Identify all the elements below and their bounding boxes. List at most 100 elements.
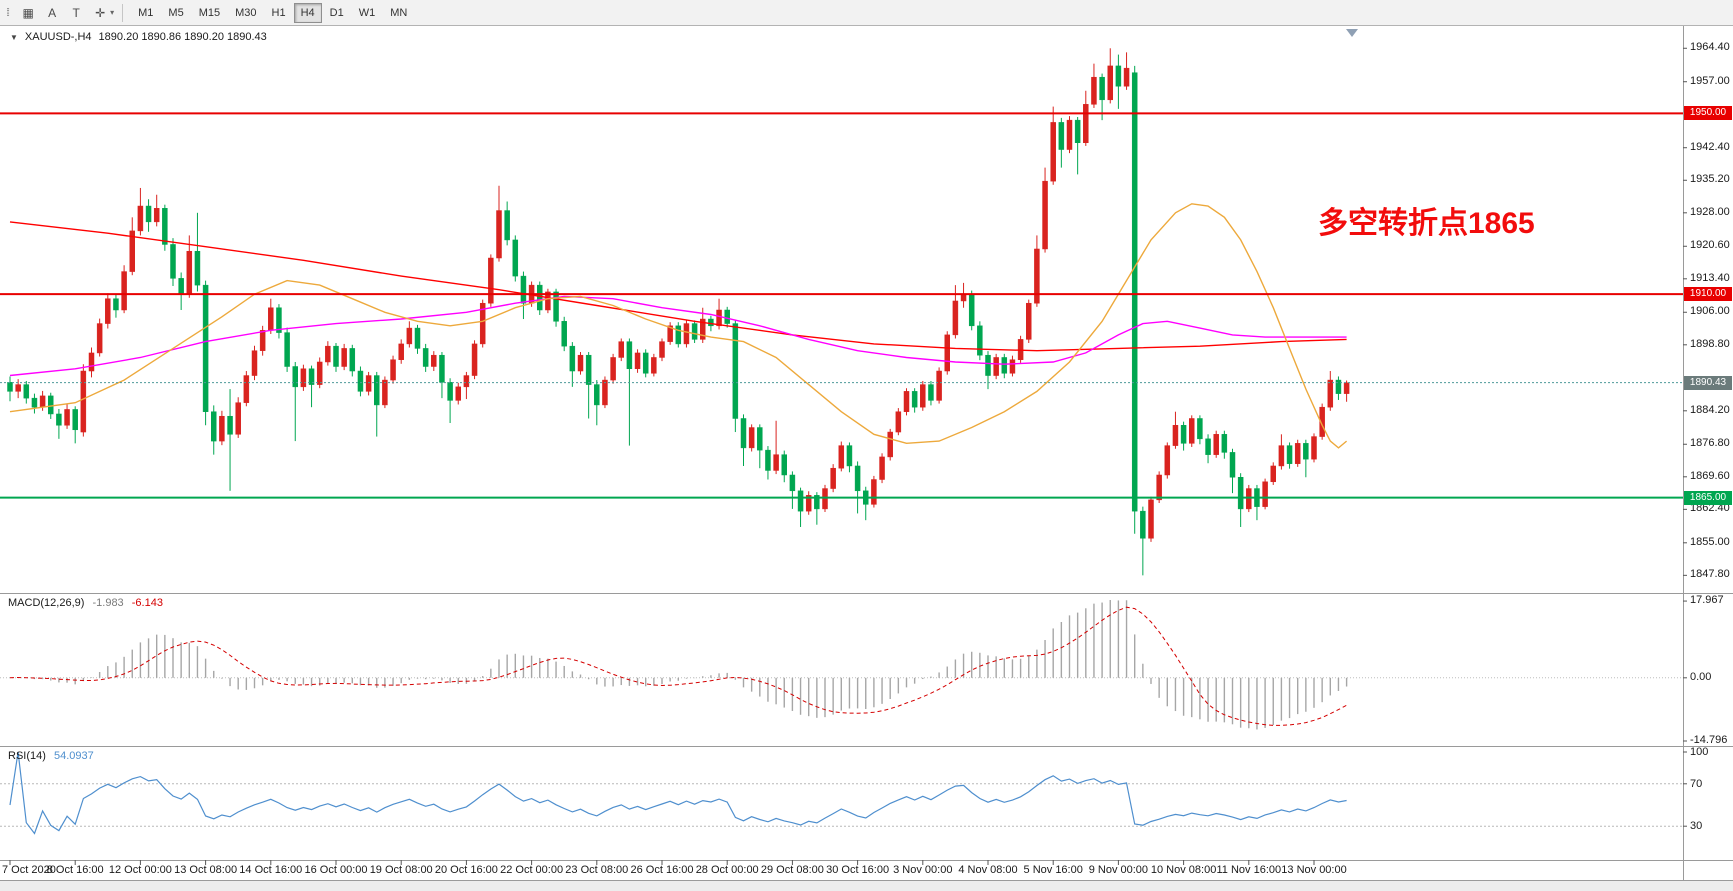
ohlc-values: 1890.20 1890.86 1890.20 1890.43 bbox=[98, 31, 267, 43]
price-axis-tick: 1942.40 bbox=[1690, 140, 1730, 153]
symbol-ohlc-row: ▼ XAUUSD-,H4 1890.20 1890.86 1890.20 189… bbox=[10, 31, 267, 43]
candle bbox=[333, 342, 339, 372]
ma-slow-red bbox=[9, 221, 1347, 352]
candle bbox=[675, 322, 682, 348]
candle bbox=[936, 367, 942, 404]
rsi-indicator-name: RSI(14) bbox=[8, 750, 46, 762]
candle bbox=[805, 491, 812, 515]
candle bbox=[928, 380, 934, 406]
macd-panel[interactable] bbox=[0, 593, 1683, 746]
candle bbox=[977, 321, 983, 361]
candle bbox=[1091, 63, 1097, 108]
time-axis-label: 4 Nov 08:00 bbox=[958, 864, 1018, 876]
chart-shift-marker-icon[interactable] bbox=[1346, 29, 1358, 37]
time-axis-label: 12 Oct 00:00 bbox=[108, 864, 172, 876]
candle bbox=[1205, 434, 1211, 464]
candle bbox=[911, 388, 918, 413]
time-axis-label: 23 Oct 08:00 bbox=[565, 864, 629, 876]
candle bbox=[1140, 506, 1146, 576]
candle bbox=[251, 345, 258, 381]
candle bbox=[325, 341, 331, 366]
timeframe-M30[interactable]: M30 bbox=[228, 3, 263, 23]
ma-mid-magenta bbox=[9, 295, 1347, 377]
main-chart-area[interactable] bbox=[0, 26, 1683, 593]
candle bbox=[170, 238, 176, 287]
candle bbox=[121, 265, 127, 314]
candle bbox=[88, 347, 95, 378]
toolbar-handle[interactable]: ⁞⁞ bbox=[6, 6, 10, 19]
rsi-panel[interactable] bbox=[0, 746, 1683, 860]
candle bbox=[496, 185, 502, 262]
candle bbox=[634, 349, 641, 373]
candle bbox=[724, 306, 730, 328]
toolbar-separator bbox=[122, 3, 124, 22]
timeframe-H1[interactable]: H1 bbox=[265, 3, 293, 23]
candle bbox=[895, 408, 902, 436]
candle bbox=[15, 379, 21, 399]
price-axis[interactable] bbox=[1683, 26, 1733, 880]
candle bbox=[243, 371, 250, 407]
candle bbox=[757, 424, 763, 469]
candle bbox=[740, 414, 747, 466]
price-level-badge-support-1865: 1865.00 bbox=[1684, 490, 1732, 505]
timeframe-M1[interactable]: M1 bbox=[131, 3, 160, 23]
timeframe-MN[interactable]: MN bbox=[383, 3, 414, 23]
time-axis-label: 5 Nov 16:00 bbox=[1023, 864, 1083, 876]
crosshair-icon[interactable]: ✛ bbox=[95, 5, 106, 20]
new-chart-icon[interactable]: ▦ bbox=[22, 5, 34, 20]
candle bbox=[545, 288, 551, 314]
timeframe-W1[interactable]: W1 bbox=[352, 3, 383, 23]
time-axis-label: 7 Oct 2020 bbox=[2, 864, 56, 876]
macd-main-value: -1.983 bbox=[92, 597, 124, 609]
candle bbox=[781, 450, 787, 483]
price-axis-tick: 1928.00 bbox=[1690, 205, 1730, 218]
candle bbox=[1197, 415, 1203, 445]
time-axis-label: 28 Oct 00:00 bbox=[695, 864, 759, 876]
time-axis-label: 10 Nov 08:00 bbox=[1150, 864, 1217, 876]
rsi-line bbox=[9, 751, 1347, 835]
chevron-down-icon[interactable]: ▾ bbox=[110, 8, 115, 17]
time-axis[interactable] bbox=[0, 860, 1683, 880]
candle bbox=[113, 294, 119, 318]
time-axis-label: 16 Oct 00:00 bbox=[304, 864, 368, 876]
price-axis-tick: 1855.00 bbox=[1690, 535, 1730, 548]
time-axis-label: 9 Nov 00:00 bbox=[1088, 864, 1149, 876]
candle bbox=[431, 351, 437, 372]
candle bbox=[96, 318, 103, 357]
insert-text-icon[interactable]: A bbox=[48, 5, 57, 20]
candle bbox=[944, 331, 950, 375]
candle bbox=[1001, 353, 1008, 379]
timeframe-M15[interactable]: M15 bbox=[192, 3, 227, 23]
candle bbox=[1164, 442, 1171, 479]
timeframe-H4[interactable]: H4 bbox=[293, 2, 322, 23]
macd-indicator-name: MACD(12,26,9) bbox=[8, 597, 85, 609]
timeframe-M5[interactable]: M5 bbox=[161, 3, 190, 23]
candle bbox=[561, 316, 567, 352]
candle bbox=[455, 382, 461, 405]
candle bbox=[64, 404, 70, 429]
time-axis-label: 13 Oct 08:00 bbox=[174, 864, 238, 876]
price-axis-tick: 1898.80 bbox=[1690, 337, 1730, 350]
macd-axis-tick: -14.796 bbox=[1690, 734, 1728, 746]
time-axis-label: 3 Nov 00:00 bbox=[893, 864, 953, 876]
candle bbox=[1009, 355, 1016, 377]
collapse-arrow-icon[interactable]: ▼ bbox=[10, 32, 18, 42]
candle bbox=[398, 339, 404, 364]
insert-label-icon[interactable]: T bbox=[72, 5, 80, 20]
annotation-text[interactable]: 多空转折点1865 bbox=[1318, 207, 1535, 240]
candle bbox=[1278, 434, 1285, 470]
candle bbox=[162, 204, 168, 251]
candle bbox=[577, 352, 584, 375]
macd-axis-tick: 17.967 bbox=[1690, 594, 1724, 607]
candle bbox=[357, 366, 364, 397]
price-axis-tick: 1876.80 bbox=[1690, 437, 1730, 450]
candle bbox=[920, 380, 926, 411]
time-axis-label: 26 Oct 16:00 bbox=[630, 864, 694, 876]
timeframe-D1[interactable]: D1 bbox=[323, 3, 351, 23]
candle bbox=[642, 349, 649, 378]
candle bbox=[194, 212, 201, 292]
candle bbox=[1026, 299, 1032, 343]
candle bbox=[129, 217, 135, 276]
price-axis-tick: 1862.40 bbox=[1690, 502, 1730, 515]
candle bbox=[626, 338, 633, 446]
